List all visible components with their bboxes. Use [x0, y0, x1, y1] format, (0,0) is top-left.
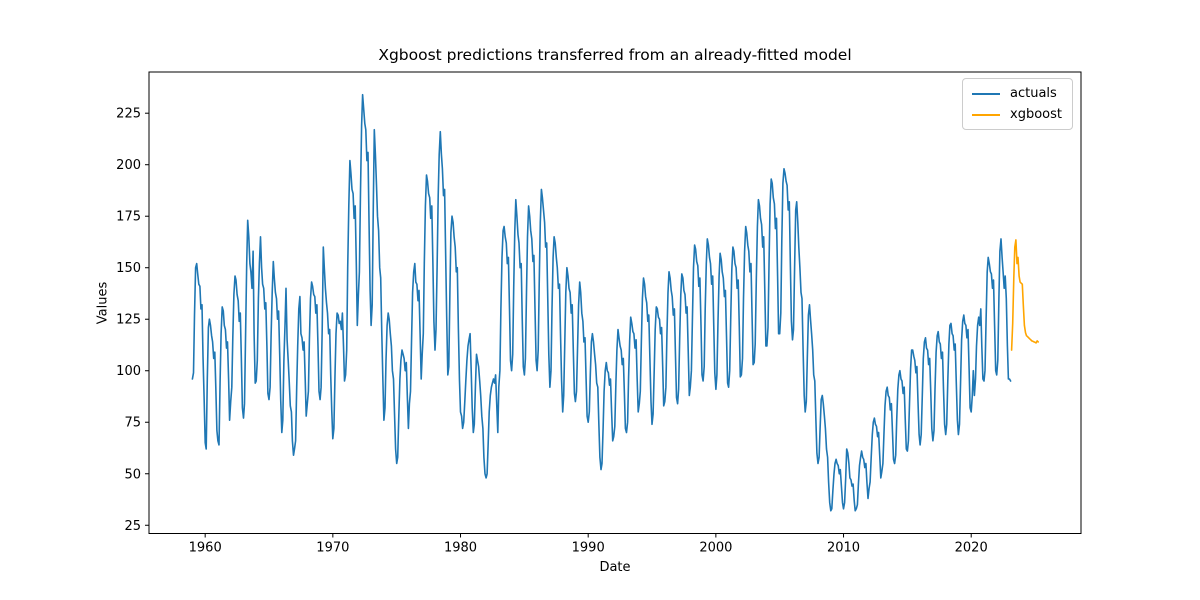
- x-tick-label: 2000: [699, 541, 732, 556]
- legend-entry-xgboost: xgboost: [972, 105, 1063, 124]
- x-tick-label: 2010: [827, 541, 860, 556]
- x-tick-label: 1990: [572, 541, 605, 556]
- x-axis-label: Date: [599, 560, 631, 575]
- y-tick-label: 25: [124, 519, 141, 534]
- x-tick-label: 1980: [444, 541, 477, 556]
- y-tick-label: 100: [116, 364, 141, 379]
- y-tick-label: 50: [124, 467, 141, 482]
- y-tick-label: 175: [116, 210, 141, 225]
- y-tick-label: 125: [116, 313, 141, 328]
- legend-entry-actuals: actuals: [972, 84, 1063, 103]
- x-tick-label: 2020: [955, 541, 988, 556]
- y-tick-label: 225: [116, 107, 141, 122]
- x-tick-label: 1960: [189, 541, 222, 556]
- legend-label-actuals: actuals: [1010, 86, 1057, 101]
- x-tick-label: 1970: [316, 541, 349, 556]
- xgboost-line-swatch: [972, 113, 1000, 116]
- legend: actuals xgboost: [962, 78, 1073, 130]
- y-tick-label: 75: [124, 416, 141, 431]
- xgboost-line: [1010, 239, 1039, 351]
- y-tick-label: 200: [116, 158, 141, 173]
- actuals-line: [191, 93, 1012, 512]
- chart-title: Xgboost predictions transferred from an …: [378, 46, 852, 64]
- y-axis-label: Values: [95, 281, 111, 325]
- legend-label-xgboost: xgboost: [1010, 107, 1062, 122]
- y-tick-label: 150: [116, 261, 141, 276]
- actuals-line-swatch: [972, 92, 1000, 95]
- axes-frame: [148, 71, 1082, 534]
